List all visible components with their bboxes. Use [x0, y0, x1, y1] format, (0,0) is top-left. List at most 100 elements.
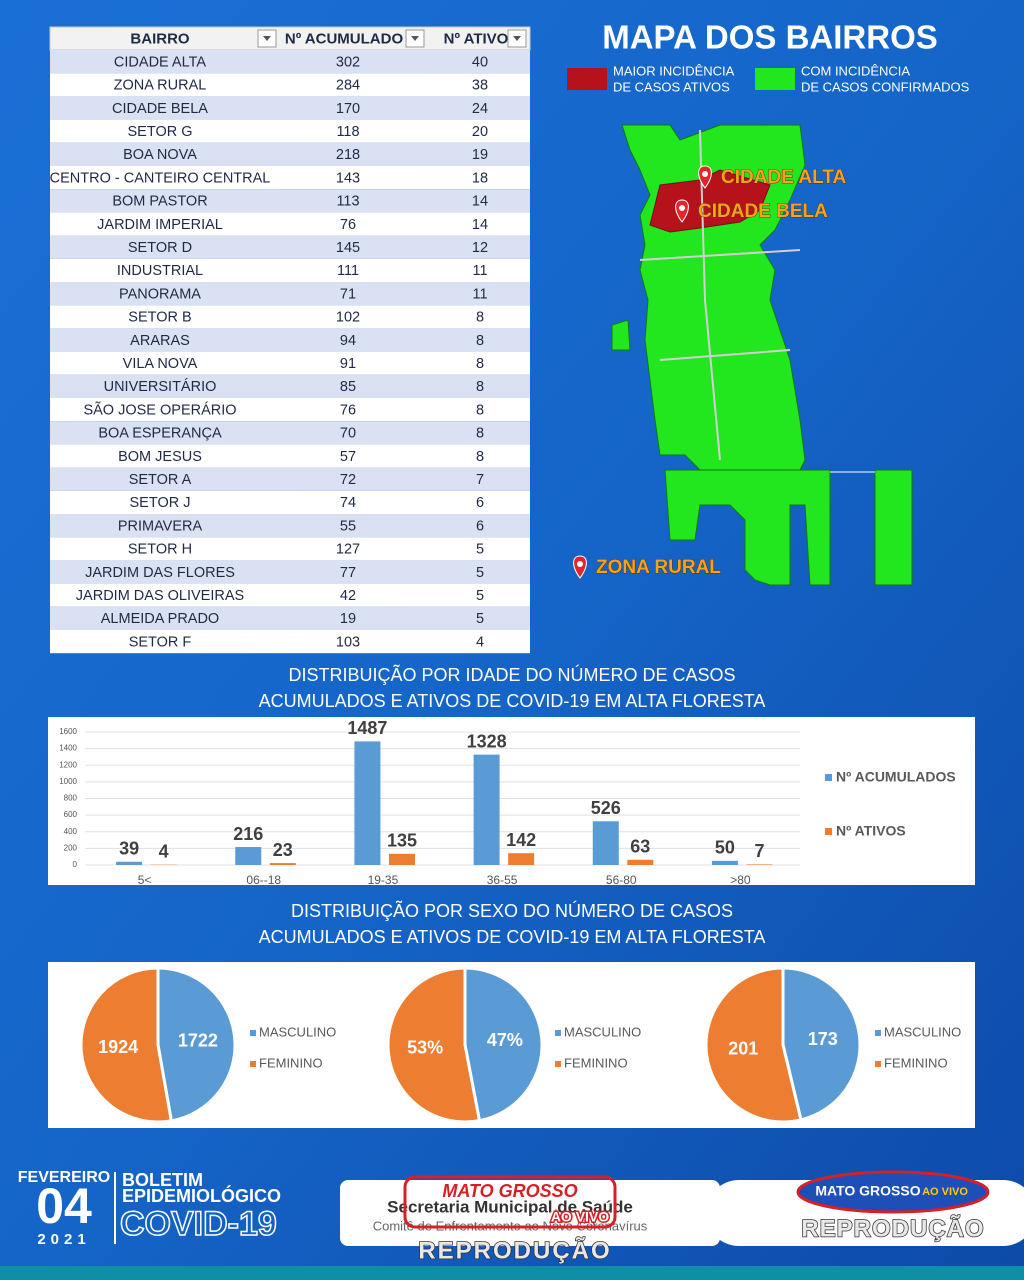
legend-label: FEMININO: [564, 1055, 628, 1070]
x-tick-label: 19-35: [368, 873, 399, 887]
table-row-bg: [50, 166, 530, 190]
y-tick-label: 800: [64, 794, 78, 803]
table-number: 19: [340, 611, 356, 627]
table-neighborhood: CENTRO - CANTEIRO CENTRAL: [50, 170, 271, 186]
table-number: 8: [476, 402, 484, 418]
footer-day: 04: [36, 1178, 92, 1234]
legend-label: Nº ACUMULADOS: [836, 769, 956, 785]
map-legend-swatch: [755, 68, 795, 90]
table-number: 71: [340, 286, 356, 302]
table-row-bg: [50, 119, 530, 143]
table-number: 11: [472, 263, 487, 279]
pie-slice: [386, 966, 482, 1124]
table-number: 74: [340, 495, 356, 511]
table-number: 57: [340, 449, 356, 465]
table-number: 143: [336, 170, 360, 186]
watermark-text: AO VIVO: [551, 1209, 609, 1225]
pie-label: 201: [728, 1038, 758, 1058]
filter-arrow: [263, 36, 271, 41]
table-number: 102: [336, 310, 360, 326]
pie-slice: [463, 966, 544, 1123]
map-legend-swatch: [567, 68, 607, 90]
table-row-bg: [50, 583, 530, 607]
table-neighborhood: ALMEIDA PRADO: [101, 611, 219, 627]
table-number: 302: [336, 54, 360, 70]
y-tick-label: 600: [64, 810, 78, 819]
table-number: 70: [340, 426, 356, 442]
pie-label: 1722: [178, 1030, 218, 1050]
table-row-bg: [50, 189, 530, 213]
table-row-bg: [50, 328, 530, 352]
table-number: 6: [476, 518, 484, 534]
table-neighborhood: JARDIM DAS FLORES: [85, 565, 235, 581]
footer-month: FEVEREIRO: [18, 1169, 110, 1186]
x-tick-label: 06--18: [246, 873, 281, 887]
table-number: 8: [476, 449, 484, 465]
map-title: MAPA DOS BAIRROS: [602, 19, 938, 56]
x-tick-label: 5<: [138, 873, 152, 887]
data-label: 1328: [467, 731, 507, 751]
bottom-strip: [0, 1266, 1024, 1280]
table-row-bg: [50, 630, 530, 654]
table-neighborhood: INDUSTRIAL: [117, 263, 203, 279]
table-neighborhood: SÃO JOSE OPERÁRIO: [83, 401, 236, 418]
table-number: 76: [340, 402, 356, 418]
table-number: 14: [472, 217, 488, 233]
map-legend-label: COM INCIDÊNCIA: [801, 63, 910, 78]
pie-slice: [156, 966, 237, 1123]
x-tick-label: 56-80: [606, 873, 637, 887]
table-neighborhood: BOA ESPERANÇA: [98, 426, 222, 442]
table-row-bg: [50, 142, 530, 166]
legend-swatch: [875, 1030, 881, 1036]
bar: [473, 754, 500, 865]
table-header: Nº ATIVO: [444, 30, 509, 47]
table-neighborhood: SETOR F: [129, 634, 192, 650]
legend-swatch: [250, 1030, 256, 1036]
table-row-bg: [50, 560, 530, 584]
table-neighborhood: ARARAS: [130, 333, 190, 349]
logo-text: MATO GROSSO: [815, 1183, 920, 1199]
map-markers: CIDADE ALTA CIDADE BELA ZONA RURAL: [573, 165, 847, 579]
logo-text: AO VIVO: [922, 1186, 968, 1198]
table-neighborhood: JARDIM IMPERIAL: [97, 217, 223, 233]
map-pin-dot: [577, 561, 583, 567]
chart-title: ACUMULADOS E ATIVOS DE COVID-19 EM ALTA …: [259, 691, 766, 711]
table-row-bg: [50, 444, 530, 468]
table-number: 94: [340, 333, 356, 349]
pie-label: 53%: [407, 1038, 443, 1058]
pie-slice: [704, 966, 803, 1124]
map-marker-label: CIDADE BELA: [698, 201, 828, 222]
table-number: 14: [472, 194, 488, 210]
legend-swatch: [825, 774, 832, 781]
table-row-bg: [50, 490, 530, 514]
table-number: 113: [336, 194, 359, 210]
table-neighborhood: SETOR J: [130, 495, 191, 511]
table-row-bg: [50, 235, 530, 259]
legend-label: MASCULINO: [564, 1024, 641, 1039]
table-neighborhood: PRIMAVERA: [118, 518, 203, 534]
y-tick-label: 1200: [59, 760, 77, 769]
table-neighborhood: BOM PASTOR: [112, 194, 207, 210]
table-row-bg: [50, 537, 530, 561]
table-number: 76: [340, 217, 356, 233]
pie-slice: [79, 966, 174, 1124]
legend-swatch: [555, 1030, 561, 1036]
chart-title: DISTRIBUIÇÃO POR SEXO DO NÚMERO DE CASOS: [291, 900, 733, 921]
y-tick-label: 0: [73, 860, 78, 869]
data-label: 23: [273, 840, 293, 860]
footer-year: 2021: [37, 1231, 90, 1248]
y-tick-label: 1000: [59, 777, 77, 786]
table-number: 18: [472, 170, 488, 186]
table-neighborhood: CIDADE ALTA: [114, 54, 206, 70]
pie-label: 173: [808, 1029, 838, 1049]
table-neighborhood: SETOR H: [128, 542, 192, 558]
y-tick-label: 400: [64, 827, 78, 836]
table-number: 127: [336, 542, 360, 558]
table-number: 284: [336, 78, 360, 94]
table-row-bg: [50, 467, 530, 491]
pie-slice: [781, 966, 862, 1122]
footer-bulletin: BOLETIM: [122, 1170, 203, 1190]
map: [611, 124, 913, 586]
y-tick-label: 1400: [59, 744, 77, 753]
